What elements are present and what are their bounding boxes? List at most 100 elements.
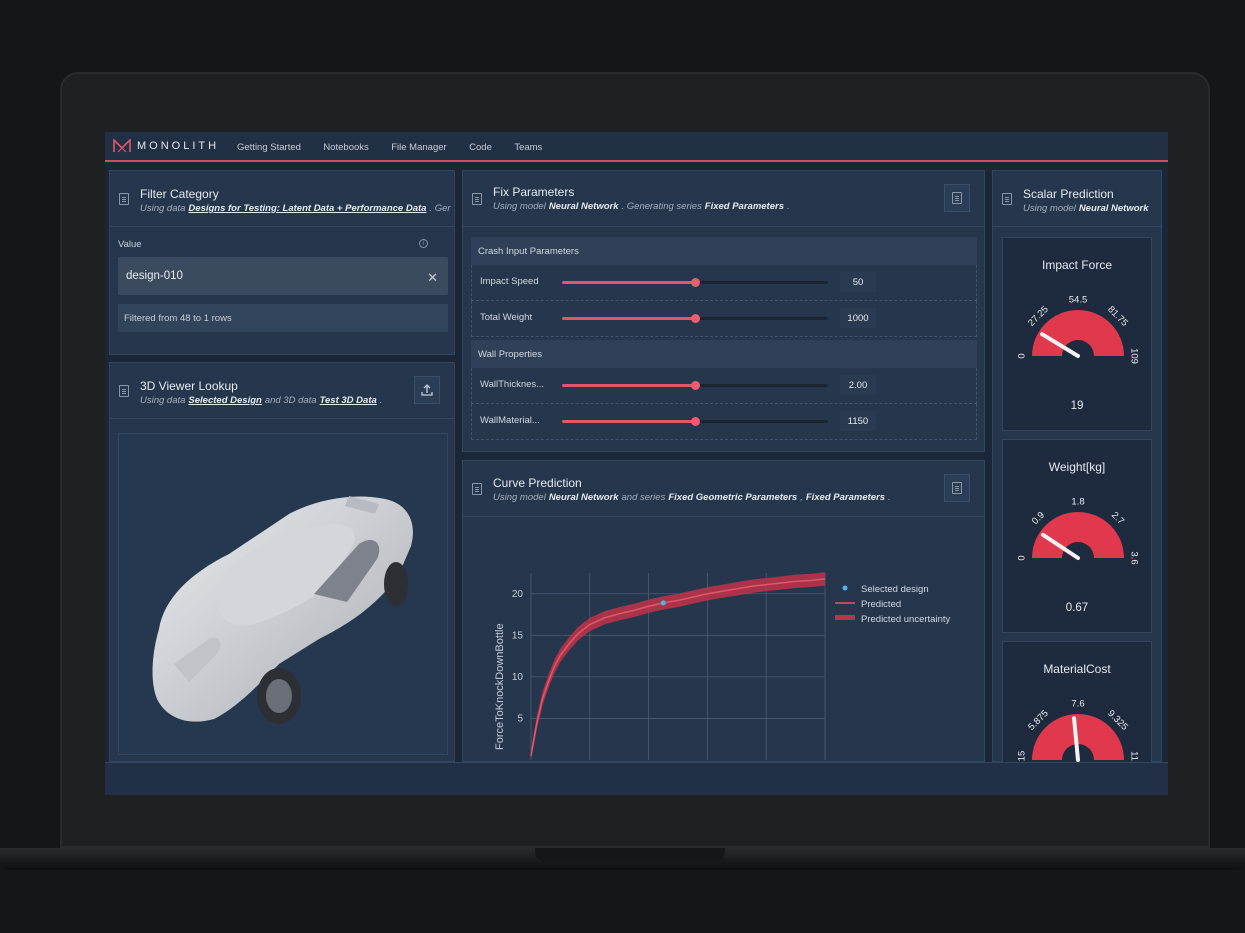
document-icon (952, 482, 962, 494)
slider-knob[interactable] (691, 314, 700, 323)
param-value[interactable]: 1000 (840, 308, 876, 328)
nav-getting-started[interactable]: Getting Started (237, 142, 301, 153)
param-label: Total Weight (480, 312, 533, 323)
slider-fill (562, 384, 695, 387)
slider-knob[interactable] (691, 417, 700, 426)
fix-doc-button[interactable] (944, 184, 970, 212)
viewer-sub-suffix: . (379, 395, 383, 406)
filter-data-link[interactable]: Designs for Testing: Latent Data + Perfo… (188, 203, 427, 214)
param-label: WallThicknes... (480, 379, 545, 390)
value-input[interactable]: design-010 ✕ (118, 257, 448, 295)
legend-label: Selected design (861, 584, 929, 595)
param-value[interactable]: 1150 (840, 411, 876, 431)
document-icon (1002, 193, 1012, 205)
fix-header: Fix Parameters Using model Neural Network… (463, 171, 984, 227)
gauge-tick-label: 109 (1128, 348, 1139, 364)
curve-prediction-panel: Curve Prediction Using model Neural Netwo… (462, 460, 985, 762)
slider-fill (562, 420, 695, 423)
slider-fill (562, 317, 695, 320)
nav-notebooks[interactable]: Notebooks (323, 142, 369, 153)
fix-sub-prefix: Using model (493, 201, 546, 212)
upload-icon (421, 384, 433, 396)
fix-sub-suffix: . (786, 201, 790, 212)
y-tick-label: 15 (512, 630, 524, 641)
param-row-total-weight: Total Weight 1000 (471, 301, 977, 337)
gauge-dial: 0 0.9 1.8 2.7 3.6 (1017, 497, 1140, 565)
gauge-tick-label: 54.5 (1069, 295, 1088, 306)
selected-design-point (660, 600, 666, 606)
app-logo[interactable]: MONOLITH (113, 139, 237, 153)
nav-teams[interactable]: Teams (514, 142, 543, 153)
nav-code[interactable]: Code (469, 142, 492, 153)
app-name: MONOLITH (137, 140, 220, 152)
y-axis-label: ForceToKnockDownBottle (494, 623, 506, 750)
gauge-tick-label: 0 (1017, 353, 1028, 358)
filter-note: Filtered from 48 to 1 rows (118, 304, 448, 332)
curve-model: Neural Network (548, 492, 619, 503)
section-crash-input: Crash Input Parameters (471, 237, 977, 265)
clear-icon[interactable]: ✕ (427, 270, 438, 285)
fix-series: Fixed Parameters (704, 201, 784, 212)
document-icon (119, 385, 129, 397)
param-slider[interactable] (562, 314, 828, 323)
info-icon[interactable]: i (419, 239, 428, 248)
gauge-tick-label: 7.6 (1071, 699, 1084, 710)
app-screen: MONOLITH Getting Started Notebooks File … (105, 132, 1168, 795)
filter-title: Filter Category (140, 187, 219, 201)
slider-knob[interactable] (691, 381, 700, 390)
nav-file-manager[interactable]: File Manager (391, 142, 447, 153)
gauge-card: Weight[kg] 0 0.9 1.8 2.7 3.6 0.67 (1002, 439, 1152, 633)
section-wall-properties: Wall Properties (471, 340, 977, 368)
curve-series1: Fixed Geometric Parameters (668, 492, 798, 503)
document-icon (472, 483, 482, 495)
viewer-data2-link[interactable]: Test 3D Data (319, 395, 377, 406)
gauge-tick-label: 11.0 (1128, 751, 1139, 769)
scalar-prediction-panel: Scalar Prediction Using model Neural Netw… (992, 170, 1162, 791)
document-icon (472, 193, 482, 205)
scalar-model: Neural Network (1078, 203, 1149, 214)
viewer-sub-prefix: Using data (140, 395, 186, 406)
param-slider[interactable] (562, 417, 828, 426)
filter-sub-prefix: Using data (140, 203, 186, 214)
param-slider[interactable] (562, 381, 828, 390)
curve-doc-button[interactable] (944, 474, 970, 502)
fix-sub-mid: . Generating series (621, 201, 702, 212)
param-value[interactable]: 50 (840, 272, 876, 292)
top-navbar: MONOLITH Getting Started Notebooks File … (105, 132, 1168, 162)
fix-parameters-panel: Fix Parameters Using model Neural Network… (462, 170, 985, 452)
slider-knob[interactable] (691, 278, 700, 287)
param-label: WallMaterial... (480, 415, 540, 426)
value-label: Value (118, 239, 142, 250)
curve-series2: Fixed Parameters (805, 492, 886, 503)
gauge-tick-label: 2.7 (1109, 510, 1126, 527)
document-icon (952, 192, 962, 204)
monolith-logo-icon (113, 139, 131, 153)
upload-button[interactable] (414, 376, 440, 404)
viewer-data1-link[interactable]: Selected Design (188, 395, 262, 406)
legend-label: Predicted (861, 599, 901, 610)
legend-marker-uncertainty (835, 615, 855, 620)
param-slider[interactable] (562, 278, 828, 287)
filter-subtitle: Using data Designs for Testing: Latent Da… (140, 203, 451, 214)
param-row-wall-material: WallMaterial... 1150 (471, 404, 977, 440)
gauge-arc (1032, 714, 1124, 760)
gauge-tick-label: 3.6 (1128, 551, 1139, 564)
curve-chart[interactable]: 20 15 10 5 ForceToKnockDownBottle Selected de… (463, 518, 984, 762)
gauge-needle (1040, 532, 1080, 560)
param-row-wall-thickness: WallThicknes... 2.00 (471, 368, 977, 404)
curve-sub-suffix: . (888, 492, 891, 503)
viewer-panel: 3D Viewer Lookup Using data Selected Desi… (109, 362, 455, 762)
3d-viewport[interactable] (118, 433, 448, 755)
gauge-tick-label: 0 (1017, 555, 1028, 560)
viewer-title: 3D Viewer Lookup (140, 379, 238, 393)
param-value[interactable]: 2.00 (840, 375, 876, 395)
bottom-bar (105, 762, 1168, 795)
curve-sub-mid: and series (621, 492, 666, 503)
laptop-notch (535, 848, 725, 862)
gauge-tick-label: 0.9 (1030, 510, 1047, 527)
fix-subtitle: Using model Neural Network. Generating se… (493, 201, 790, 212)
gauge-arc (1032, 310, 1124, 356)
gauge-needle (1040, 332, 1080, 358)
document-icon (119, 193, 129, 205)
